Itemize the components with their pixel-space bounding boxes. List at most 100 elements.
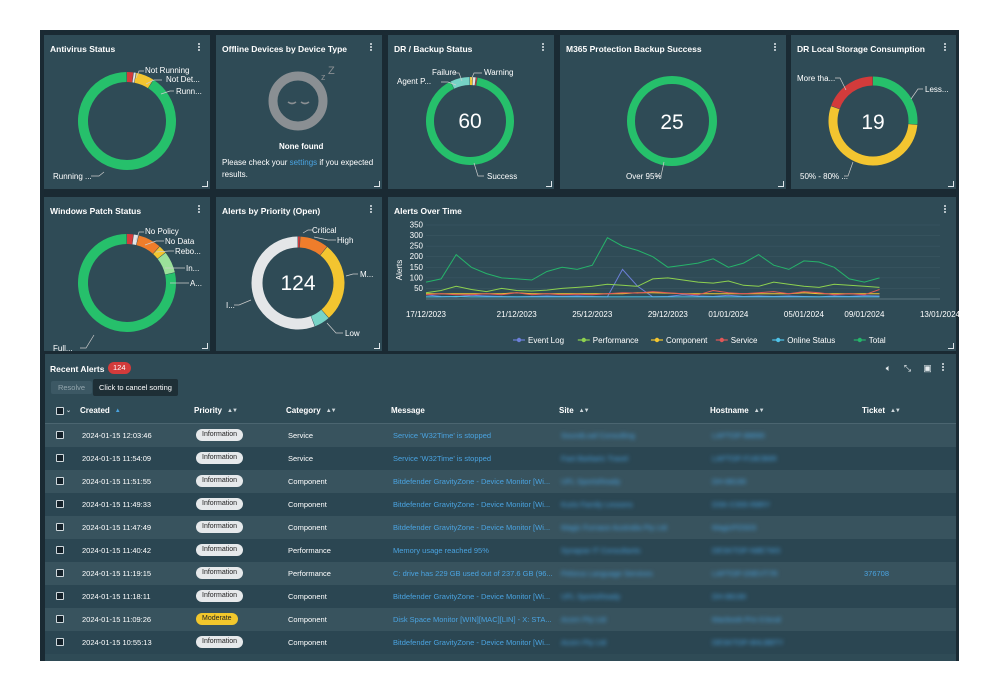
hostname-link[interactable]: LAPTOP-F18CB6R (712, 454, 777, 463)
sort-icon: ▲▼ (889, 408, 901, 414)
more-icon[interactable] (942, 42, 948, 54)
resize-handle[interactable] (546, 181, 552, 187)
chart-label: Not Det... (166, 75, 200, 84)
row-checkbox[interactable] (56, 638, 64, 646)
col-message[interactable]: Message (391, 406, 425, 415)
row-checkbox[interactable] (56, 615, 64, 623)
hostname-link[interactable]: DESKTOP-N8E7W3 (712, 546, 781, 555)
hostname-link[interactable]: DESKTOP-8HLBBTY (712, 638, 784, 647)
row-checkbox[interactable] (56, 523, 64, 531)
resize-handle[interactable] (202, 343, 208, 349)
hostname-link[interactable]: LAPTOP-D5EVT7R (712, 569, 778, 578)
col-category[interactable]: Category ▲▼ (286, 406, 337, 415)
row-checkbox[interactable] (56, 569, 64, 577)
site-link[interactable]: UFL SportsReady (561, 477, 621, 486)
site-link[interactable]: Kurio Family Lessons (561, 500, 633, 509)
site-link[interactable]: Magic Furnace Australia Pty Ltd (561, 523, 667, 532)
priority-donut: 124 Critical High M... I... Low (226, 226, 373, 338)
chart-label: Low (345, 329, 360, 338)
more-icon[interactable] (368, 42, 374, 54)
col-site[interactable]: Site ▲▼ (559, 406, 590, 415)
settings-link[interactable]: settings (289, 158, 318, 167)
more-icon[interactable] (772, 42, 778, 54)
none-found-text: None found (279, 142, 324, 151)
row-checkbox[interactable] (56, 500, 64, 508)
chart-label: More tha... (797, 74, 835, 83)
resize-handle[interactable] (778, 181, 784, 187)
table-row[interactable]: 2024-01-15 11:40:42 Information Performanc… (45, 539, 956, 562)
table-row[interactable]: 2024-01-15 11:19:15 Information Performanc… (45, 562, 956, 585)
hostname-link[interactable]: LAPTOP-88890 (712, 431, 765, 440)
resize-handle[interactable] (374, 343, 380, 349)
resize-handle[interactable] (948, 343, 954, 349)
row-checkbox[interactable] (56, 454, 64, 462)
message-link[interactable]: Bitdefender GravityZone - Device Monitor… (393, 638, 551, 647)
table-row[interactable]: 2024-01-15 10:55:13 Information Component B… (45, 631, 956, 654)
hostname-link[interactable]: DSK-C000-R8RY (712, 500, 771, 509)
site-link[interactable]: UFL SportsReady (561, 592, 621, 601)
row-checkbox[interactable] (56, 431, 64, 439)
site-link[interactable]: Fast Barbaric Travel (561, 454, 629, 463)
message-link[interactable]: Memory usage reached 95% (393, 546, 489, 555)
table-row[interactable]: 2024-01-15 11:47:49 Information Component B… (45, 516, 956, 539)
hostname-link[interactable]: Macbook-Pro-3.local (712, 615, 781, 624)
message-link[interactable]: Disk Space Monitor [WIN][MAC][LIN] - X: … (393, 615, 552, 624)
chart-label: Critical (312, 226, 337, 235)
site-link[interactable]: Pelorus Language Services (561, 569, 653, 578)
site-link[interactable]: Acorn Pty Ltd (561, 638, 607, 647)
message-link[interactable]: Service 'W32Time' is stopped (393, 431, 492, 440)
resize-handle[interactable] (202, 181, 208, 187)
resize-handle[interactable] (374, 181, 380, 187)
hostname-link[interactable]: MagicPOS03 (712, 523, 757, 532)
x-tick-label: 17/12/2023 (406, 310, 447, 319)
message-link[interactable]: Bitdefender GravityZone - Device Monitor… (393, 500, 551, 509)
more-icon[interactable] (940, 362, 946, 374)
x-tick-label: 25/12/2023 (572, 310, 613, 319)
sort-icon: ▲▼ (578, 408, 590, 414)
resize-handle[interactable] (948, 181, 954, 187)
resolve-button[interactable]: Resolve (51, 381, 92, 394)
table-row[interactable]: 2024-01-15 11:18:11 Information Component B… (45, 585, 956, 608)
hostname-link[interactable]: DH-88190 (712, 477, 747, 486)
svg-text:Z: Z (328, 65, 335, 77)
y-tick-label: 200 (410, 252, 424, 261)
message-link[interactable]: Bitdefender GravityZone - Device Monitor… (393, 592, 551, 601)
columns-icon[interactable]: ▣ (923, 363, 932, 373)
col-priority[interactable]: Priority ▲▼ (194, 406, 238, 415)
table-row[interactable]: 2024-01-15 11:09:26 Moderate Component Disk… (45, 608, 956, 631)
site-link[interactable]: Synapse IT Consultants (561, 546, 641, 555)
x-tick-label: 21/12/2023 (497, 310, 538, 319)
message-link[interactable]: Bitdefender GravityZone - Device Monitor… (393, 477, 551, 486)
row-checkbox[interactable] (56, 546, 64, 554)
chevron-down-icon[interactable]: ⌄ (66, 408, 72, 414)
dr-local-storage-widget: DR Local Storage Consumption 19 More tha… (791, 35, 956, 189)
table-row[interactable]: 2024-01-15 11:51:55 Information Component B… (45, 470, 956, 493)
select-all-checkbox[interactable] (56, 407, 64, 415)
sound-icon[interactable]: 🔈︎ (885, 363, 892, 373)
site-link[interactable]: SoundLoaf Consulting (561, 431, 635, 440)
message-link[interactable]: C: drive has 229 GB used out of 237.6 GB… (393, 569, 553, 578)
more-icon[interactable] (942, 204, 948, 216)
message-link[interactable]: Bitdefender GravityZone - Device Monitor… (393, 523, 551, 532)
chart-label: No Policy (145, 227, 179, 236)
more-icon[interactable] (368, 204, 374, 216)
donut-segment (310, 309, 329, 327)
col-created[interactable]: Created ▲ (80, 406, 121, 415)
row-checkbox[interactable] (56, 477, 64, 485)
col-hostname[interactable]: Hostname ▲▼ (710, 406, 765, 415)
more-icon[interactable] (196, 204, 202, 216)
site-link[interactable]: Acorn Pty Ltd (561, 615, 607, 624)
hostname-link[interactable]: DH-88190 (712, 592, 747, 601)
table-row[interactable]: 2024-01-15 12:03:46 Information Service Ser… (45, 424, 956, 447)
col-ticket[interactable]: Ticket ▲▼ (862, 406, 901, 415)
table-row[interactable]: 2024-01-15 11:49:33 Information Component B… (45, 493, 956, 516)
table-row[interactable]: 2024-01-15 11:54:09 Information Service Ser… (45, 447, 956, 470)
more-icon[interactable] (196, 42, 202, 54)
sort-icon: ▲▼ (753, 408, 765, 414)
collapse-icon[interactable]: ⤡ (903, 363, 912, 373)
message-link[interactable]: Service 'W32Time' is stopped (393, 454, 492, 463)
more-icon[interactable] (540, 42, 546, 54)
row-checkbox[interactable] (56, 592, 64, 600)
donut-segment (828, 106, 918, 166)
ticket-link[interactable]: 376708 (864, 569, 890, 578)
